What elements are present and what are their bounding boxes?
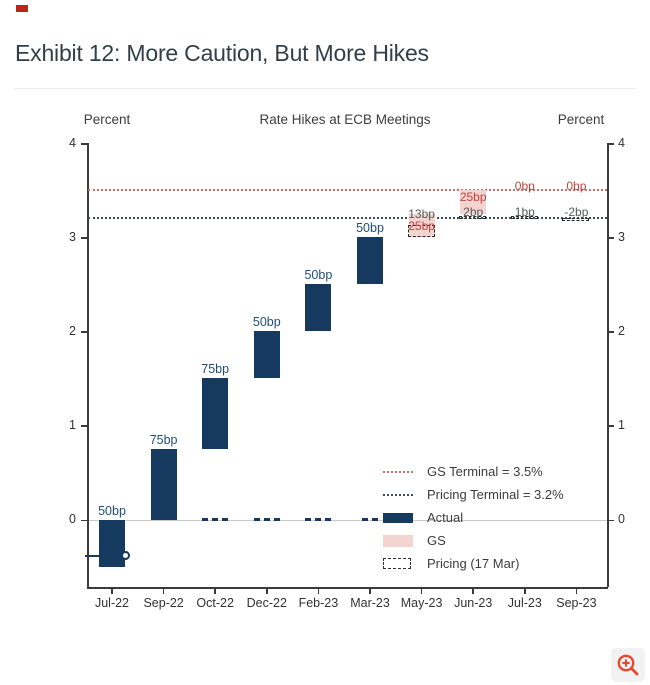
right-axis-unit-label: Percent [557, 112, 605, 127]
y-tick-label-right: 2 [618, 323, 625, 338]
pricing-terminal-line [88, 217, 607, 220]
pricing-box [510, 216, 538, 219]
y-tick-label-left: 2 [69, 323, 76, 338]
legend-swatch-fill-pink [383, 535, 413, 547]
x-axis-label: Mar-23 [350, 596, 390, 610]
x-axis-label: Dec-22 [246, 596, 287, 610]
y-axis-left [87, 143, 89, 587]
y-tick-label-left: 4 [69, 135, 76, 150]
actual-bar [357, 237, 383, 285]
x-tick [162, 588, 165, 594]
y-tick-label-left: 1 [69, 417, 76, 432]
x-axis-label: Feb-23 [298, 596, 339, 610]
actual-bar [150, 448, 177, 520]
annotation-gray: 13bp [408, 207, 435, 222]
bar-label: 75bp [149, 432, 178, 447]
annotation-red: 25bp [408, 219, 435, 234]
x-axis [87, 587, 608, 589]
legend-swatch-fill-navy [383, 513, 413, 523]
legend-label: GS Terminal = 3.5% [427, 464, 543, 479]
y-tick-right [608, 425, 614, 427]
x-axis-label: Oct-22 [196, 596, 234, 610]
y-tick-right [608, 519, 614, 522]
y-tick-label-right: 0 [618, 512, 625, 526]
x-tick [420, 588, 423, 594]
pricing-box [459, 215, 487, 219]
y-tick-left [81, 425, 87, 427]
actual-bar [253, 331, 280, 379]
legend-swatch-dotted-red [383, 471, 413, 473]
y-tick-left [81, 237, 87, 239]
bar-label: 50bp [252, 315, 281, 330]
zero-line-dash [305, 518, 332, 521]
x-tick [524, 588, 526, 594]
x-tick [575, 588, 578, 594]
actual-bar [202, 378, 229, 449]
gs-bar [460, 190, 487, 214]
zero-line-dash [202, 518, 229, 521]
exhibit-title: Exhibit 12: More Caution, But More Hikes [15, 40, 429, 66]
bar-label: 75bp [201, 362, 230, 377]
x-axis-label: Jun-23 [454, 596, 493, 610]
legend-swatch-dotted-navy [383, 494, 413, 496]
gs-terminal-line [88, 189, 607, 192]
zero-line-dash [362, 518, 378, 521]
x-axis-label: Jul-23 [507, 596, 542, 610]
x-tick [111, 588, 113, 594]
x-tick [317, 588, 320, 594]
zero-line-dash [253, 518, 280, 521]
magnifier-plus-icon [617, 654, 639, 676]
x-axis-label: Jul-22 [94, 596, 130, 610]
x-axis-label: Sep-23 [556, 596, 597, 610]
y-tick-label-right: 4 [618, 135, 625, 150]
y-tick-right [608, 331, 614, 333]
y-tick-label-right: 3 [618, 229, 625, 244]
legend-label: Actual [427, 510, 464, 525]
x-axis-label: May-23 [400, 596, 443, 610]
start-level-dash [85, 554, 100, 557]
x-tick [369, 588, 371, 594]
actual-bar [305, 284, 332, 332]
y-tick-label-right: 1 [618, 417, 625, 432]
y-tick-right [608, 143, 614, 145]
y-tick-left [81, 143, 87, 145]
legend-swatch-dashed-box [383, 558, 411, 569]
annotation-gray: -2bp [564, 205, 589, 220]
bar-label: 50bp [304, 268, 333, 283]
x-tick [472, 588, 474, 594]
y-tick-label-left: 0 [69, 512, 76, 526]
bar-label: 50bp [356, 221, 384, 236]
zoom-in-button[interactable] [611, 648, 645, 682]
annotation-red: 0bp [566, 178, 587, 193]
zero-gridline [88, 519, 607, 521]
x-tick [266, 588, 268, 594]
actual-bar [99, 519, 125, 567]
bar-label: 50bp [98, 503, 126, 518]
legend-label: GS [427, 533, 446, 548]
y-tick-left [81, 331, 87, 333]
annotation-red: 25bp [459, 190, 487, 205]
title-divider [14, 88, 636, 89]
legend-label: Pricing Terminal = 3.2% [427, 487, 564, 502]
y-tick-label-left: 3 [69, 229, 76, 244]
pricing-box [562, 218, 590, 222]
chart-title: Rate Hikes at ECB Meetings [259, 112, 431, 127]
y-tick-left [81, 519, 87, 522]
x-axis-label: Sep-22 [143, 596, 184, 610]
red-accent-mark [16, 5, 28, 12]
x-tick [214, 588, 216, 594]
annotation-gray: 1bp [514, 205, 535, 220]
annotation-red: 0bp [514, 178, 535, 193]
pricing-box [407, 224, 435, 238]
annotation-gray: 2bp [463, 205, 484, 220]
legend-label: Pricing (17 Mar) [427, 556, 520, 571]
left-axis-unit-label: Percent [83, 112, 131, 127]
y-axis-right [607, 143, 609, 587]
start-level-ring [121, 551, 130, 560]
y-tick-right [608, 237, 614, 239]
